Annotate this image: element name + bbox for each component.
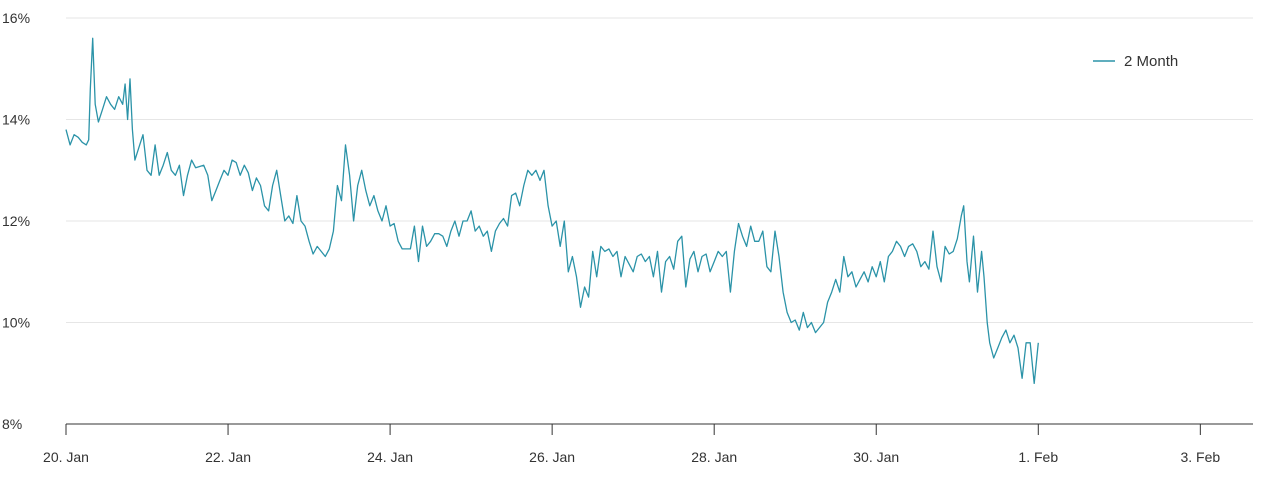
y-tick-label: 8%	[2, 416, 22, 432]
x-tick-label: 22. Jan	[205, 449, 251, 465]
x-tick-label: 28. Jan	[691, 449, 737, 465]
x-axis	[65, 423, 1253, 435]
x-tick-label: 20. Jan	[43, 449, 89, 465]
legend-label: 2 Month	[1124, 53, 1178, 70]
y-tick-label: 10%	[2, 315, 30, 331]
x-tick-label: 30. Jan	[853, 449, 899, 465]
x-tick-label: 26. Jan	[529, 449, 575, 465]
y-axis-labels: 8% 10% 12% 14% 16%	[2, 10, 30, 432]
y-tick-label: 16%	[2, 10, 30, 26]
legend[interactable]: 2 Month	[1093, 53, 1178, 70]
y-tick-label: 14%	[2, 112, 30, 128]
x-tick-label: 3. Feb	[1180, 449, 1220, 465]
y-tick-label: 12%	[2, 213, 30, 229]
series-line[interactable]	[65, 37, 1039, 385]
x-axis-labels: 20. Jan 22. Jan 24. Jan 26. Jan 28. Jan 30. J…	[43, 449, 1220, 465]
x-tick-label: 24. Jan	[367, 449, 413, 465]
gridlines	[66, 17, 1253, 323]
series-layer	[65, 37, 1039, 385]
x-tick-label: 1. Feb	[1018, 449, 1058, 465]
